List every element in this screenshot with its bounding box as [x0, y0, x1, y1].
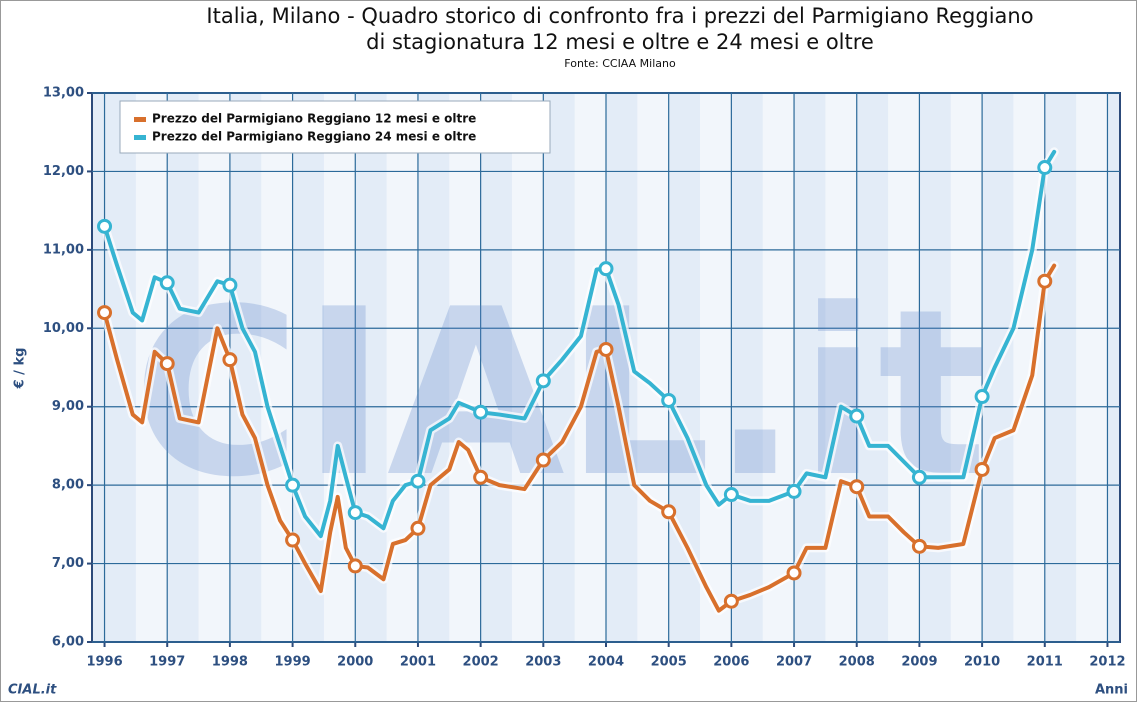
grid-band	[950, 94, 983, 641]
y-tick-label: 8,00	[52, 478, 84, 493]
point	[97, 305, 113, 321]
point	[661, 392, 677, 408]
grid-band	[449, 94, 481, 641]
legend-label: Prezzo del Parmigiano Reggiano 24 mesi e…	[152, 130, 476, 144]
point	[347, 505, 363, 521]
x-axis-label: Anni	[1095, 683, 1128, 698]
point	[535, 452, 551, 468]
point	[849, 408, 865, 424]
point	[786, 565, 802, 581]
x-tick-label: 1997	[149, 655, 185, 670]
x-tick-label: 2008	[839, 655, 875, 670]
point	[1037, 160, 1053, 176]
point	[410, 520, 426, 536]
grid-band	[637, 94, 669, 641]
point	[786, 483, 802, 499]
y-tick-label: 12,00	[43, 164, 84, 179]
logo: CIAL.it	[8, 683, 57, 698]
point	[723, 593, 739, 609]
x-tick-label: 1996	[86, 655, 122, 670]
chart-title: di stagionatura 12 mesi e oltre e 24 mes…	[366, 30, 874, 54]
chart-title: Italia, Milano - Quadro storico di confr…	[206, 4, 1033, 28]
y-tick-label: 9,00	[52, 399, 84, 414]
grid-band	[261, 94, 293, 641]
x-tick-label: 2006	[713, 655, 749, 670]
grid-band	[762, 94, 795, 641]
x-tick-label: 2011	[1027, 655, 1063, 670]
x-tick-label: 1998	[212, 655, 248, 670]
point	[473, 404, 489, 420]
x-tick-label: 2007	[776, 655, 812, 670]
point	[661, 504, 677, 520]
x-tick-label: 2009	[901, 655, 937, 670]
chart-subtitle: Fonte: CCIAA Milano	[564, 57, 676, 70]
grid-band	[1076, 94, 1108, 641]
point	[97, 218, 113, 234]
point	[723, 487, 739, 503]
legend-swatch	[134, 135, 146, 140]
point	[285, 477, 301, 493]
line	[102, 149, 1057, 539]
point	[159, 275, 175, 291]
y-tick-label: 7,00	[52, 556, 84, 571]
y-tick-label: 6,00	[52, 635, 84, 650]
grid-band	[825, 94, 857, 641]
lines	[97, 147, 1059, 616]
point	[598, 261, 614, 277]
line	[102, 263, 1057, 613]
y-axis-label: € / kg	[13, 348, 28, 390]
x-tick-label: 2002	[463, 655, 499, 670]
point	[347, 558, 363, 574]
point	[974, 389, 990, 405]
point	[285, 532, 301, 548]
point	[222, 277, 238, 293]
legend-swatch	[134, 117, 146, 122]
grid-band	[511, 94, 544, 641]
point	[1037, 273, 1053, 289]
legend: Prezzo del Parmigiano Reggiano 12 mesi e…	[119, 100, 551, 154]
point	[473, 469, 489, 485]
x-tick-label: 2012	[1089, 655, 1125, 670]
x-tick-label: 2005	[651, 655, 687, 670]
x-tick-label: 2001	[400, 655, 436, 670]
x-tick-label: 2000	[337, 655, 373, 670]
point	[849, 479, 865, 495]
y-tick-label: 13,00	[43, 86, 84, 101]
point	[410, 473, 426, 489]
grid-band	[198, 94, 230, 641]
point	[159, 356, 175, 372]
x-tick-label: 2010	[964, 655, 1000, 670]
x-tick-label: 2004	[588, 655, 624, 670]
point	[911, 469, 927, 485]
point	[911, 538, 927, 554]
point	[974, 461, 990, 477]
y-tick-label: 11,00	[43, 242, 84, 257]
point	[222, 352, 238, 368]
x-tick-label: 1999	[274, 655, 310, 670]
legend-label: Prezzo del Parmigiano Reggiano 12 mesi e…	[152, 112, 476, 126]
legend-box	[119, 100, 551, 154]
y-tick-label: 10,00	[43, 321, 84, 336]
point	[598, 341, 614, 357]
grid-band	[700, 94, 732, 641]
point	[535, 373, 551, 389]
x-tick-label: 2003	[525, 655, 561, 670]
